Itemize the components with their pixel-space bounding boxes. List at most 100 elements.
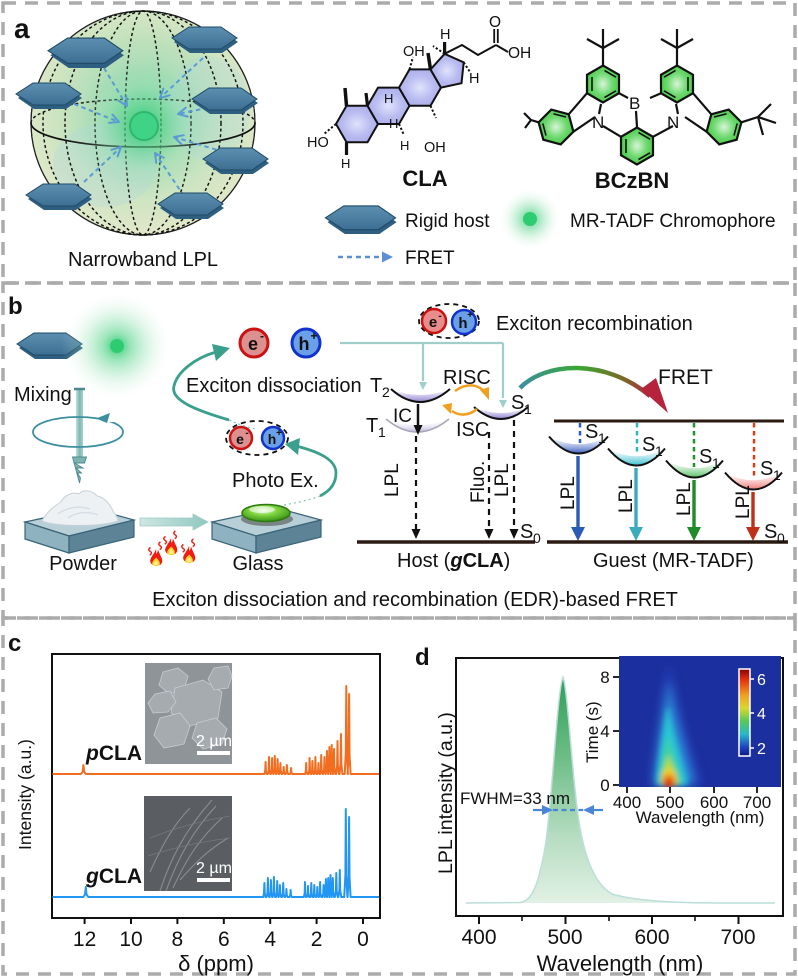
svg-text:RISC: RISC [443, 367, 491, 389]
svg-text:b: b [8, 293, 23, 320]
svg-text:8: 8 [172, 928, 184, 951]
svg-text:S: S [760, 458, 773, 480]
svg-text:+: + [310, 329, 317, 343]
svg-text:OH: OH [424, 140, 446, 156]
svg-text:h: h [299, 334, 310, 354]
svg-text:e: e [429, 314, 437, 331]
svg-text:T: T [366, 415, 378, 437]
svg-text:LPL: LPL [616, 479, 637, 513]
svg-text:OH: OH [508, 45, 531, 62]
svg-text:4: 4 [757, 706, 766, 723]
svg-text:Mixing: Mixing [14, 384, 72, 406]
svg-text:H: H [384, 91, 393, 106]
svg-text:S: S [764, 521, 777, 543]
svg-text:Guest (MR-TADF): Guest (MR-TADF) [593, 550, 754, 572]
svg-text:400: 400 [613, 793, 641, 812]
svg-text:500: 500 [656, 793, 684, 812]
svg-text:-: - [245, 428, 248, 439]
svg-text:+: + [276, 428, 282, 439]
svg-text:h: h [458, 315, 467, 332]
svg-text:LPL: LPL [674, 482, 695, 516]
svg-text:0: 0 [533, 530, 541, 546]
svg-text:LPL: LPL [382, 463, 403, 497]
svg-text:6: 6 [218, 928, 230, 951]
svg-text:H: H [440, 27, 450, 43]
svg-text:e: e [248, 334, 258, 354]
svg-text:Fluo.: Fluo. [468, 461, 489, 503]
svg-text:d: d [415, 644, 430, 671]
svg-text:Host (gCLA): Host (gCLA) [397, 550, 510, 572]
svg-text:B: B [629, 94, 640, 113]
svg-text:Wavelength (nm): Wavelength (nm) [636, 808, 765, 827]
svg-text:ISC: ISC [456, 419, 489, 441]
svg-text:LPL intensity (a.u.): LPL intensity (a.u.) [435, 712, 457, 874]
svg-text:BCzBN: BCzBN [595, 168, 670, 193]
svg-text:2: 2 [382, 384, 390, 400]
svg-text:FRET: FRET [405, 248, 455, 269]
svg-text:S: S [511, 392, 524, 414]
svg-text:1: 1 [598, 430, 606, 446]
svg-text:700: 700 [743, 793, 771, 812]
svg-text:-: - [438, 311, 441, 322]
svg-text:N: N [592, 113, 604, 132]
svg-text:FWHM=33 nm: FWHM=33 nm [460, 789, 570, 808]
svg-text:S: S [585, 421, 598, 443]
svg-text:Powder: Powder [49, 553, 117, 575]
svg-text:δ (ppm): δ (ppm) [178, 951, 254, 976]
svg-text:1: 1 [773, 467, 781, 483]
svg-text:1: 1 [524, 401, 532, 417]
svg-text:T: T [370, 375, 382, 397]
svg-text:H: H [341, 156, 350, 171]
svg-text:Time (s): Time (s) [583, 701, 602, 763]
svg-text:CLA: CLA [402, 166, 447, 191]
svg-text:-: - [260, 329, 264, 343]
svg-text:Intensity (a.u.): Intensity (a.u.) [15, 739, 35, 850]
svg-text:0: 0 [357, 928, 369, 951]
svg-text:IC: IC [393, 406, 412, 427]
svg-text:12: 12 [73, 928, 96, 951]
svg-text:N: N [667, 113, 679, 132]
svg-text:S: S [520, 521, 533, 543]
svg-text:8: 8 [600, 668, 609, 687]
svg-text:1: 1 [712, 455, 720, 471]
svg-text:H: H [469, 71, 479, 87]
svg-text:a: a [14, 13, 30, 44]
svg-text:FRET: FRET [658, 366, 713, 389]
svg-text:4: 4 [264, 928, 276, 951]
svg-text:1: 1 [378, 424, 386, 440]
svg-text:H: H [389, 116, 398, 131]
svg-text:0: 0 [777, 530, 785, 546]
svg-text:6: 6 [757, 672, 766, 689]
svg-text:HO: HO [307, 135, 329, 151]
svg-text:500: 500 [547, 926, 582, 949]
svg-text:Wavelength (nm): Wavelength (nm) [537, 951, 704, 976]
svg-text:600: 600 [634, 926, 669, 949]
svg-text:Photo Ex.: Photo Ex. [232, 470, 319, 492]
svg-text:2 µm: 2 µm [196, 860, 232, 877]
svg-text:h: h [268, 431, 277, 447]
svg-text:OH: OH [403, 44, 425, 60]
svg-text:4: 4 [600, 722, 609, 741]
svg-text:1: 1 [655, 443, 663, 459]
svg-text:600: 600 [700, 793, 728, 812]
svg-text:Exciton dissociation: Exciton dissociation [186, 375, 362, 397]
svg-text:S: S [699, 446, 712, 468]
svg-text:Exciton recombination: Exciton recombination [496, 313, 693, 335]
svg-text:e: e [236, 431, 244, 447]
svg-text:700: 700 [720, 926, 755, 949]
svg-text:Glass: Glass [232, 553, 283, 575]
svg-text:10: 10 [119, 928, 142, 951]
svg-text:+: + [467, 310, 473, 321]
svg-text:LPL: LPL [492, 463, 513, 497]
svg-text:gCLA: gCLA [85, 865, 142, 888]
svg-text:pCLA: pCLA [85, 742, 142, 765]
svg-text:2 µm: 2 µm [196, 733, 232, 750]
svg-text:c: c [8, 630, 21, 657]
svg-text:S: S [642, 434, 655, 456]
svg-text:2: 2 [757, 741, 766, 758]
svg-text:0: 0 [600, 776, 609, 795]
svg-text:H: H [400, 138, 409, 153]
svg-text:LPL: LPL [558, 476, 579, 510]
svg-text:O: O [489, 14, 501, 31]
svg-text:2: 2 [311, 928, 323, 951]
